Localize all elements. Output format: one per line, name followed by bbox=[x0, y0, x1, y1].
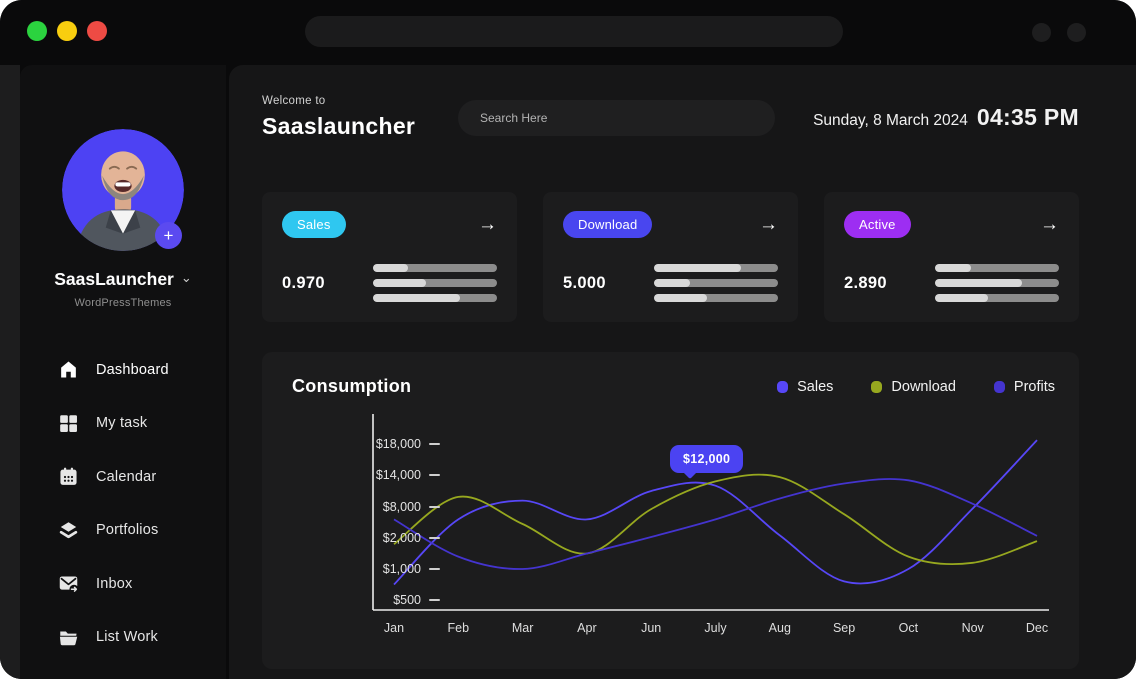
stat-value: 2.890 bbox=[844, 273, 887, 292]
page-header: Welcome to Saaslauncher Sunday, 8 March … bbox=[262, 95, 1079, 140]
sidebar: + SaasLauncher ⌄ WordPressThemes Dashboa… bbox=[20, 65, 226, 679]
sidebar-item-portfolios[interactable]: Portfolios bbox=[58, 504, 226, 558]
legend-item-sales[interactable]: Sales bbox=[777, 379, 833, 395]
sidebar-item-label: My task bbox=[96, 415, 148, 432]
legend-dot bbox=[871, 380, 883, 393]
add-profile-button[interactable]: + bbox=[155, 222, 182, 249]
stat-bars bbox=[654, 264, 778, 302]
stat-bars bbox=[373, 264, 497, 302]
x-axis-label: Oct bbox=[898, 621, 919, 635]
window-chrome bbox=[0, 0, 1136, 65]
legend-dot bbox=[993, 380, 1005, 393]
legend-label: Download bbox=[891, 378, 956, 395]
y-axis-label: $2,000 bbox=[383, 531, 440, 545]
welcome-text: Welcome to bbox=[262, 95, 326, 107]
sidebar-item-inbox[interactable]: Inbox bbox=[58, 557, 226, 611]
window-control-dot[interactable] bbox=[1067, 23, 1086, 42]
layers-icon bbox=[59, 522, 78, 538]
profile-name: SaasLauncher bbox=[54, 269, 174, 289]
legend-label: Sales bbox=[797, 378, 834, 395]
legend-label: Profits bbox=[1013, 378, 1055, 395]
stat-value: 5.000 bbox=[563, 273, 606, 292]
sidebar-item-dashboard[interactable]: Dashboard bbox=[58, 343, 226, 397]
sidebar-item-label: Calendar bbox=[96, 468, 157, 485]
window-control-dot[interactable] bbox=[1032, 23, 1051, 42]
profile-avatar[interactable]: + bbox=[62, 129, 184, 251]
y-axis-label: $8,000 bbox=[383, 500, 440, 514]
x-axis-label: Nov bbox=[961, 621, 984, 635]
tooltip-value: $12,000 bbox=[683, 452, 731, 466]
sidebar-nav: Dashboard My task Cale bbox=[20, 343, 226, 664]
status-badge: Active bbox=[844, 211, 911, 238]
stat-card-sales: Sales → 0.970 bbox=[262, 192, 517, 322]
x-axis-label: Mar bbox=[511, 621, 534, 635]
chart-title: Consumption bbox=[292, 376, 412, 396]
search-input[interactable] bbox=[458, 99, 775, 136]
x-axis-label: Feb bbox=[447, 621, 470, 635]
home-icon bbox=[61, 361, 76, 378]
download-line bbox=[393, 473, 1038, 566]
plus-icon: + bbox=[163, 226, 174, 245]
folder-icon bbox=[59, 631, 78, 645]
line-plot bbox=[372, 414, 1049, 611]
sales-line bbox=[393, 439, 1038, 586]
sidebar-item-calendar[interactable]: Calendar bbox=[58, 450, 226, 504]
sidebar-item-label: Dashboard bbox=[96, 361, 169, 378]
window-green-button[interactable] bbox=[27, 21, 47, 41]
window-yellow-button[interactable] bbox=[57, 21, 77, 41]
sidebar-item-label: Inbox bbox=[96, 575, 133, 592]
sidebar-item-label: Portfolios bbox=[96, 522, 159, 539]
arrow-right-icon[interactable]: → bbox=[1040, 214, 1059, 235]
calendar-icon bbox=[60, 467, 77, 486]
stat-bars bbox=[935, 264, 1059, 302]
window-red-button[interactable] bbox=[87, 21, 107, 41]
left-edge-strip bbox=[0, 65, 20, 679]
status-badge: Download bbox=[563, 211, 653, 238]
arrow-right-icon[interactable]: → bbox=[478, 214, 497, 235]
chart-body: $12,000 $18,000 $14,000 $8,000 $2,000 $1,000… bbox=[292, 414, 1055, 654]
grid-icon bbox=[60, 414, 77, 432]
date-text: Sunday, 8 March 2024 bbox=[813, 112, 968, 129]
stat-value: 0.970 bbox=[282, 273, 325, 292]
legend-item-download[interactable]: Download bbox=[871, 379, 956, 395]
profile-subtitle: WordPressThemes bbox=[74, 297, 172, 309]
x-axis-label: Jun bbox=[641, 621, 662, 635]
sidebar-item-label: List Work bbox=[96, 629, 158, 646]
stats-row: Sales → 0.970 Download bbox=[262, 192, 1079, 322]
stat-card-download: Download → 5.000 bbox=[543, 192, 798, 322]
traffic-lights bbox=[27, 21, 107, 41]
datetime: Sunday, 8 March 2024 04:35 PM bbox=[775, 104, 1079, 131]
inbox-icon bbox=[59, 576, 79, 595]
x-axis-label: Apr bbox=[577, 621, 597, 635]
avatar-image bbox=[62, 129, 184, 251]
chart-legend: Sales Download Profits bbox=[777, 379, 1055, 395]
y-axis-label: $18,000 bbox=[376, 437, 440, 451]
y-axis-label: $500 bbox=[393, 593, 440, 607]
profile-name-dropdown[interactable]: SaasLauncher ⌄ bbox=[54, 269, 192, 290]
legend-dot bbox=[777, 380, 789, 393]
consumption-chart-card: Consumption Sales Download Profits $12,000… bbox=[262, 352, 1079, 669]
x-axis-label: Aug bbox=[768, 621, 791, 635]
chart-tooltip: $12,000 bbox=[670, 445, 744, 473]
y-axis-label: $14,000 bbox=[376, 468, 440, 482]
chevron-down-icon: ⌄ bbox=[180, 269, 192, 285]
window-controls bbox=[1032, 23, 1086, 42]
sidebar-item-my-task[interactable]: My task bbox=[58, 397, 226, 451]
stat-card-active: Active → 2.890 bbox=[824, 192, 1079, 322]
address-bar[interactable] bbox=[305, 16, 843, 47]
sidebar-item-list-work[interactable]: List Work bbox=[58, 611, 226, 665]
main-content: Welcome to Saaslauncher Sunday, 8 March … bbox=[229, 65, 1136, 679]
time-text: 04:35 PM bbox=[976, 104, 1079, 130]
profits-line bbox=[393, 478, 1038, 570]
page-title: Saaslauncher bbox=[262, 113, 416, 139]
legend-item-profits[interactable]: Profits bbox=[993, 378, 1055, 395]
x-axis-label: July bbox=[704, 621, 727, 635]
arrow-right-icon[interactable]: → bbox=[759, 214, 778, 235]
x-axis-label: Jan bbox=[383, 621, 405, 635]
x-axis-label: Dec bbox=[1025, 621, 1049, 635]
x-axis-label: Sep bbox=[832, 621, 856, 635]
status-badge: Sales bbox=[282, 211, 346, 238]
y-axis-label: $1,000 bbox=[383, 562, 440, 576]
